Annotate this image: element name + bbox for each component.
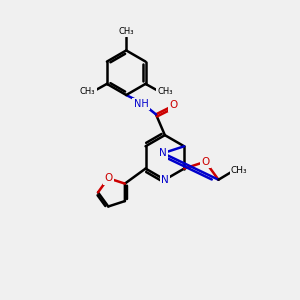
Text: CH₃: CH₃ [118,27,134,36]
Text: NH: NH [134,99,148,109]
Text: CH₃: CH₃ [157,87,172,96]
Text: O: O [104,173,112,183]
Text: CH₃: CH₃ [80,87,95,96]
Text: N: N [161,175,169,185]
Text: O: O [201,157,209,167]
Text: CH₃: CH₃ [231,166,247,175]
Text: O: O [170,100,178,110]
Text: N: N [159,148,167,158]
